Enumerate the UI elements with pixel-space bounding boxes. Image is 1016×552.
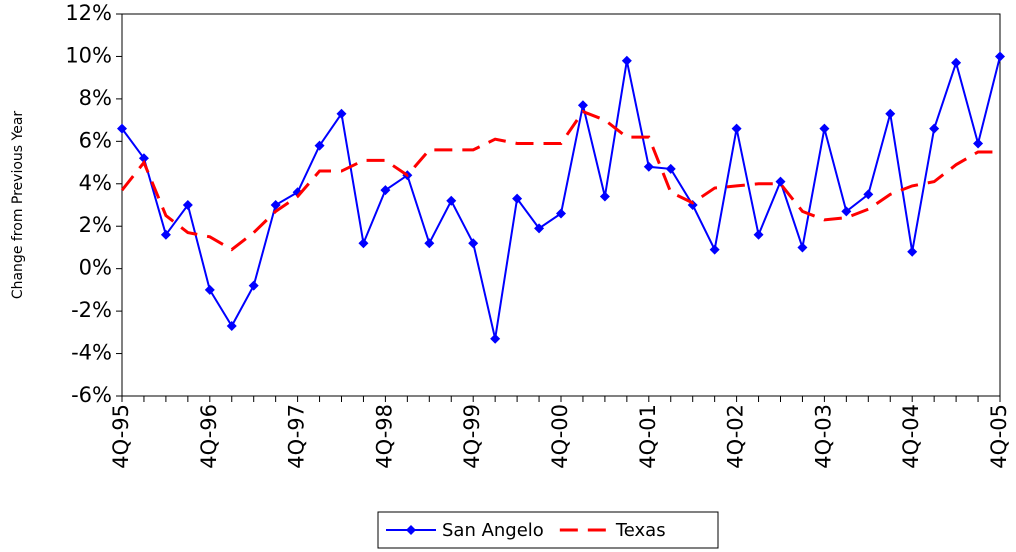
y-tick-label: 10% [65, 43, 112, 67]
data-point [512, 193, 523, 204]
y-tick-label: -6% [71, 383, 112, 407]
data-point [248, 280, 259, 291]
data-point [446, 195, 457, 206]
x-tick-label: 4Q-96 [197, 404, 221, 469]
data-point [380, 185, 391, 196]
data-point [182, 200, 193, 210]
data-point [270, 200, 281, 210]
x-tick-label: 4Q-97 [285, 404, 309, 469]
data-point [468, 238, 479, 249]
data-point [775, 176, 786, 187]
x-tick-label: 4Q-01 [636, 404, 660, 469]
data-point [973, 138, 984, 149]
y-tick-label: 0% [79, 256, 112, 280]
data-point [995, 51, 1005, 62]
data-point [863, 189, 874, 200]
y-tick-label: -4% [71, 341, 112, 365]
x-tick-label: 4Q-03 [811, 404, 835, 469]
data-point [534, 223, 545, 234]
series-line [120, 109, 1000, 252]
data-point [490, 333, 501, 344]
x-tick-label: 4Q-95 [109, 404, 133, 469]
data-point [819, 123, 830, 134]
data-point [929, 123, 940, 134]
data-point [160, 229, 171, 240]
y-tick-label: 2% [79, 213, 112, 237]
data-point [665, 163, 676, 174]
data-point [731, 123, 742, 134]
x-tick-label: 4Q-98 [372, 404, 396, 469]
data-point [753, 229, 764, 240]
y-tick-label: 4% [79, 171, 112, 195]
data-point [797, 242, 808, 253]
y-tick-label: 8% [79, 86, 112, 110]
data-point [643, 161, 654, 172]
data-point [577, 100, 588, 111]
y-tick-label: 12% [65, 1, 112, 25]
data-point [907, 246, 918, 257]
data-point [358, 238, 369, 249]
data-point [841, 206, 852, 217]
data-point [138, 153, 149, 164]
x-tick-label: 4Q-05 [987, 404, 1011, 469]
data-point [621, 55, 632, 66]
data-point [314, 140, 325, 151]
x-tick-label: 4Q-00 [548, 404, 572, 469]
data-point [885, 108, 896, 119]
plot-frame [121, 13, 1001, 397]
data-point [424, 238, 435, 249]
data-point [117, 123, 127, 134]
x-tick-label: 4Q-99 [460, 404, 484, 469]
x-tick-label: 4Q-02 [724, 404, 748, 469]
y-axis-label: Change from Previous Year [10, 111, 26, 300]
data-point [709, 244, 720, 255]
data-point [226, 320, 237, 331]
legend-label: Texas [615, 520, 666, 541]
y-tick-label: -2% [71, 298, 112, 322]
data-point [556, 208, 566, 219]
legend-label: San Angelo [442, 520, 544, 541]
x-tick-label: 4Q-04 [899, 404, 923, 469]
data-point [951, 57, 962, 68]
legend-marker [406, 525, 416, 535]
y-tick-label: 6% [79, 128, 112, 152]
data-point [599, 191, 610, 202]
data-point [336, 108, 347, 119]
data-point [204, 284, 215, 295]
